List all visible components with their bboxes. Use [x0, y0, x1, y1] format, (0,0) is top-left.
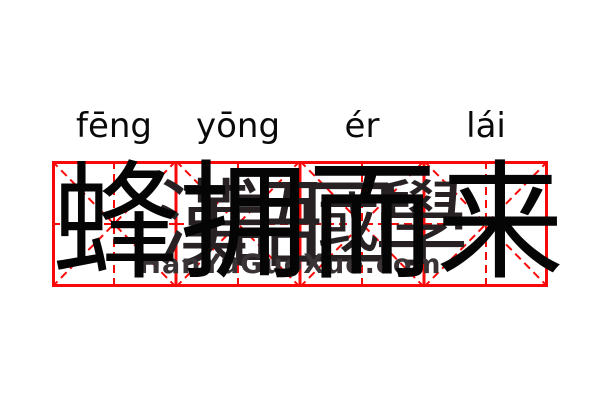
idiom-character-4: 来 [436, 153, 565, 295]
watermark-cjk: 漢語國學 [155, 173, 469, 279]
grid-cell [52, 161, 177, 287]
pinyin-syllable-1: fēng [75, 106, 153, 146]
watermark-domain: HanYuGuoXue.com [138, 249, 442, 280]
grid-cell [299, 161, 425, 287]
idiom-character-2: 拥 [180, 153, 309, 295]
grid-cell [423, 161, 548, 287]
idiom-character-3: 而 [308, 153, 437, 295]
grid-cell [175, 161, 301, 287]
pinyin-syllable-3: ér [344, 106, 380, 146]
pinyin-syllable-2: yōng [195, 106, 281, 146]
idiom-character-1: 蜂 [52, 153, 181, 295]
pinyin-row: fēng yōng ér lái [52, 103, 548, 149]
idiom-characters-row: 蜂 拥 而 来 [52, 153, 564, 295]
pinyin-syllable-4: lái [466, 106, 506, 146]
mizige-grid [52, 161, 548, 287]
